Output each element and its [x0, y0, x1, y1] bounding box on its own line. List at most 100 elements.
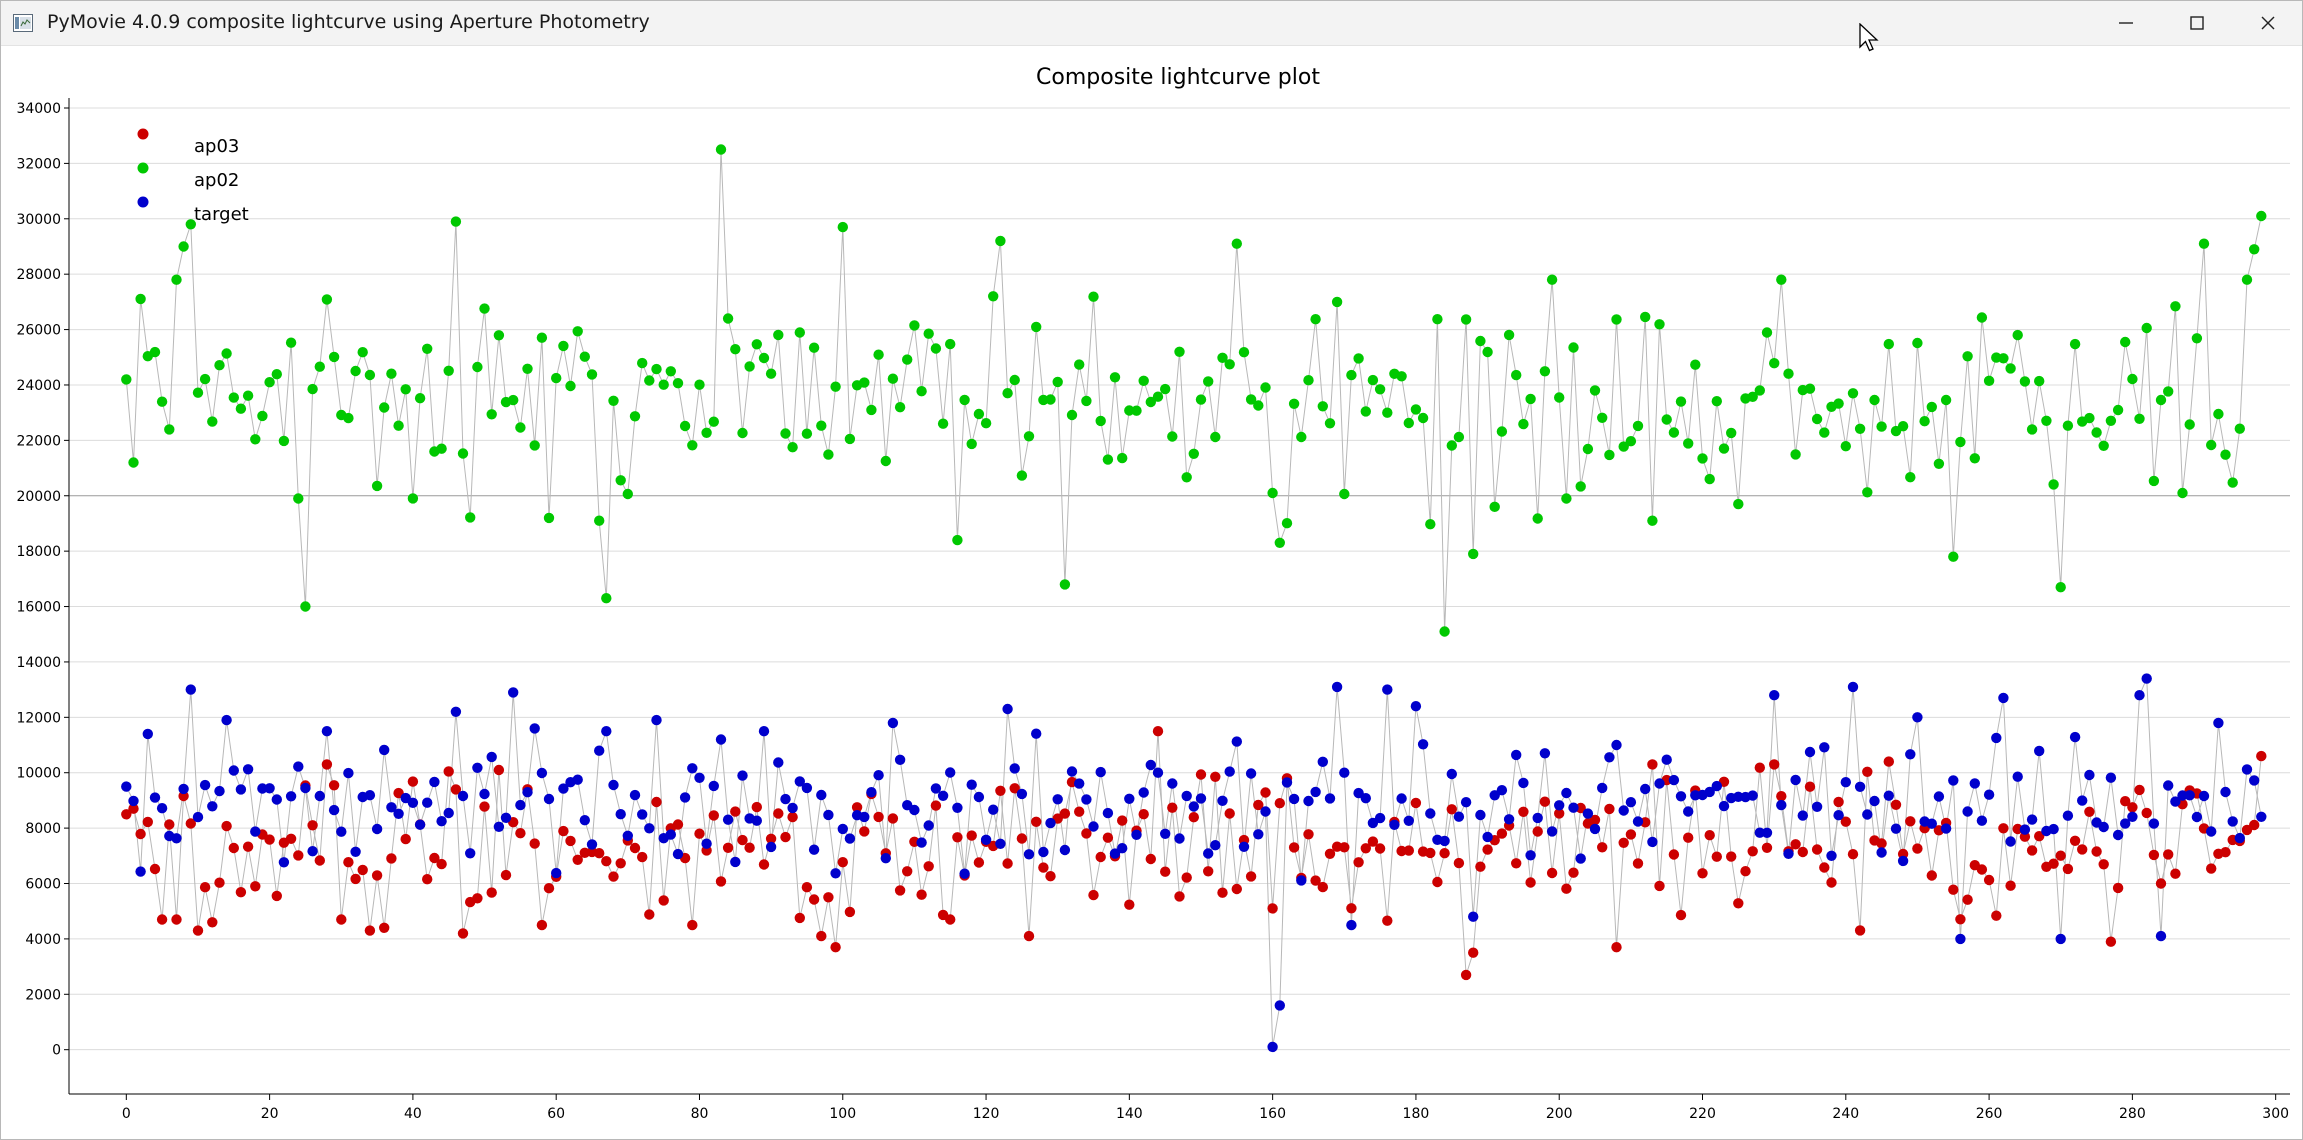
data-point-ap03: [1840, 816, 1852, 827]
data-point-target: [823, 809, 834, 821]
data-point-ap02: [321, 294, 333, 305]
data-point-ap02: [1102, 454, 1114, 465]
data-point-ap02: [1718, 443, 1730, 454]
title-bar[interactable]: PyMovie 4.0.9 composite lightcurve using…: [1, 1, 2302, 46]
data-point-target: [1382, 684, 1393, 695]
data-point-ap02: [457, 448, 469, 459]
data-point-target: [1117, 843, 1128, 854]
data-point-target: [1575, 853, 1586, 864]
data-point-ap03: [2112, 882, 2124, 894]
data-point-ap02: [2184, 419, 2195, 430]
data-point-ap03: [794, 912, 805, 924]
data-point-ap02: [558, 340, 569, 352]
data-point-target: [816, 789, 827, 801]
data-point-ap03: [923, 861, 934, 872]
data-point-target: [1009, 763, 1020, 774]
data-point-ap02: [2170, 301, 2181, 312]
data-point-ap02: [1453, 431, 1465, 443]
data-point-ap03: [529, 838, 540, 849]
data-point-ap03: [493, 764, 505, 776]
data-point-target: [1883, 790, 1895, 801]
data-point-ap03: [1833, 796, 1844, 808]
data-point-ap03: [887, 813, 899, 824]
plot-area[interactable]: Composite lightcurve plot 0 2000 4000 6000 8…: [1, 46, 2302, 1139]
data-point-ap02: [1446, 440, 1458, 451]
data-point-target: [808, 844, 820, 855]
y-tick-label: 20000: [16, 489, 61, 505]
data-point-target: [1081, 794, 1092, 805]
data-point-ap02: [515, 422, 526, 433]
y-tick-label: 26000: [16, 323, 61, 339]
data-point-ap02: [1554, 392, 1565, 403]
data-point-target: [1317, 756, 1329, 767]
data-point-target: [1482, 831, 1493, 843]
data-point-ap02: [149, 346, 161, 358]
data-point-ap02: [443, 365, 454, 376]
data-point-target: [887, 717, 899, 729]
y-tick-label: 32000: [16, 156, 61, 172]
data-point-target: [314, 790, 325, 802]
minimize-button[interactable]: [2091, 1, 2161, 45]
data-point-ap03: [1095, 851, 1106, 863]
data-point-target: [1969, 778, 1981, 789]
close-icon: [2261, 16, 2275, 30]
data-point-target: [1102, 807, 1114, 819]
data-point-target: [407, 797, 419, 808]
data-point-target: [694, 772, 705, 783]
data-point-ap03: [1274, 798, 1286, 809]
data-point-target: [1905, 749, 1916, 760]
data-point-ap02: [1074, 359, 1085, 370]
data-point-ap03: [637, 851, 648, 863]
data-point-target: [1181, 790, 1192, 802]
data-point-ap03: [135, 828, 146, 840]
data-point-ap02: [1948, 551, 1959, 562]
data-point-ap03: [902, 866, 913, 877]
data-point-target: [508, 687, 519, 698]
data-point-ap02: [1245, 394, 1257, 405]
data-point-ap03: [780, 831, 791, 843]
data-point-target: [479, 788, 490, 800]
data-point-target: [1167, 778, 1178, 789]
data-point-target: [1761, 827, 1773, 838]
data-point-target: [1933, 791, 1945, 802]
data-point-ap03: [1632, 858, 1644, 869]
data-point-target: [149, 792, 161, 803]
data-point-target: [1360, 793, 1372, 804]
data-point-target: [529, 723, 540, 734]
y-tick-label: 28000: [16, 267, 61, 283]
data-point-target: [2198, 790, 2210, 802]
data-point-ap02: [1066, 409, 1078, 421]
data-point-target: [1640, 783, 1651, 795]
data-point-target: [651, 714, 662, 726]
data-point-target: [1310, 786, 1321, 798]
data-point-ap02: [937, 418, 949, 429]
data-point-target: [2069, 731, 2081, 743]
data-point-target: [1324, 793, 1336, 804]
data-point-ap02: [178, 241, 189, 252]
data-point-target: [1331, 681, 1343, 693]
data-point-target: [966, 779, 977, 790]
data-point-ap02: [1117, 452, 1128, 464]
lightcurve-plot[interactable]: Composite lightcurve plot 02000400060008…: [1, 46, 2302, 1139]
data-point-ap02: [2206, 439, 2217, 451]
maximize-button[interactable]: [2162, 1, 2232, 45]
minimize-icon: [2119, 22, 2133, 24]
data-point-ap02: [364, 369, 376, 381]
data-point-ap02: [1396, 371, 1407, 382]
data-point-target: [1747, 790, 1758, 801]
data-point-ap02: [1288, 398, 1300, 409]
data-point-ap02: [2234, 423, 2245, 434]
data-point-ap02: [214, 360, 225, 371]
close-button[interactable]: [2233, 1, 2303, 45]
data-point-target: [1217, 795, 1228, 806]
data-point-ap03: [615, 858, 626, 869]
data-point-ap02: [708, 416, 719, 427]
data-point-ap02: [357, 347, 368, 358]
data-point-ap03: [321, 759, 333, 770]
data-point-target: [500, 812, 512, 823]
data-point-target: [2206, 826, 2217, 837]
data-point-ap02: [701, 427, 712, 438]
data-point-ap03: [1525, 877, 1536, 888]
data-point-ap02: [2112, 404, 2124, 416]
data-point-ap03: [808, 894, 820, 905]
